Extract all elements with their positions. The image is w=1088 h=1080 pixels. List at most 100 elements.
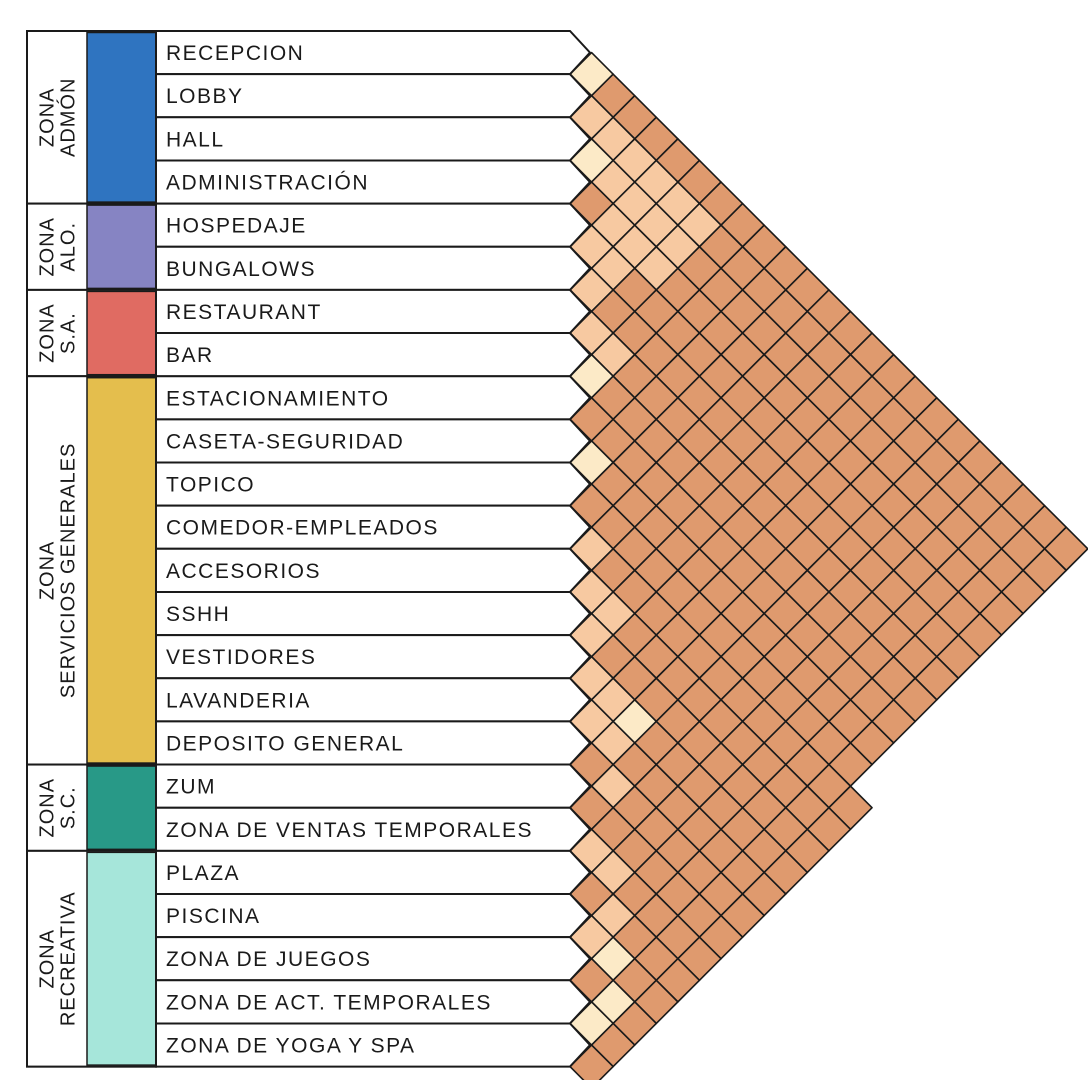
zone-color-bar bbox=[86, 765, 157, 851]
space-row-box bbox=[155, 202, 592, 248]
space-row: TOPICO bbox=[155, 461, 592, 507]
space-label: PISCINA bbox=[166, 905, 261, 928]
space-label: ESTACIONAMIENTO bbox=[166, 387, 390, 410]
space-row: RESTAURANT bbox=[155, 288, 592, 335]
space-label: RECEPCION bbox=[166, 42, 304, 65]
space-row: CASETA-SEGURIDAD bbox=[155, 418, 592, 464]
space-row-box bbox=[155, 547, 592, 593]
space-row: ESTACIONAMIENTO bbox=[155, 375, 592, 421]
zone-group: ZONASERVICIOS GENERALES bbox=[26, 375, 157, 766]
space-row: LAVANDERIA bbox=[155, 677, 592, 723]
space-label: BUNGALOWS bbox=[166, 258, 316, 281]
space-row-box bbox=[155, 159, 592, 205]
space-row-box bbox=[155, 73, 592, 119]
space-row-box bbox=[155, 375, 592, 421]
zone-color-bar bbox=[86, 204, 157, 290]
zone-label: ZONAS.C. bbox=[37, 778, 80, 838]
space-label: HOSPEDAJE bbox=[166, 215, 307, 238]
space-row: ADMINISTRACIÓN bbox=[155, 159, 592, 205]
zone-label-line: S.A. bbox=[58, 312, 80, 354]
zone-color-bar bbox=[86, 31, 157, 203]
space-row: HOSPEDAJE bbox=[155, 202, 592, 248]
space-row: ZONA DE JUEGOS bbox=[155, 936, 592, 982]
space-row: PISCINA bbox=[155, 893, 592, 939]
space-row-box bbox=[155, 936, 592, 982]
space-list: RECEPCION LOBBY HALL ADMINISTRACIÓN HOSPEDAJ… bbox=[155, 30, 592, 1068]
zone-label: ZONAADMÓN bbox=[37, 78, 80, 157]
space-label: VESTIDORES bbox=[166, 646, 316, 669]
zone-label-line: RECREATIVA bbox=[58, 891, 80, 1026]
space-label: TOPICO bbox=[166, 474, 255, 497]
zone-color-bar bbox=[86, 290, 157, 376]
zone-label-line: ZONA bbox=[37, 541, 59, 601]
space-row-box bbox=[155, 720, 592, 766]
space-label: LAVANDERIA bbox=[166, 689, 311, 712]
space-label: BAR bbox=[166, 344, 214, 367]
space-label: LOBBY bbox=[166, 85, 244, 108]
space-label: ZONA DE ACT. TEMPORALES bbox=[166, 991, 492, 1014]
space-row: DEPOSITO GENERAL bbox=[155, 720, 592, 766]
zone-label: ZONASERVICIOS GENERALES bbox=[37, 443, 80, 698]
zone-label-line: ZONA bbox=[37, 929, 59, 989]
zone-label-line: ZONA bbox=[37, 217, 59, 277]
space-label: CASETA-SEGURIDAD bbox=[166, 430, 404, 453]
zone-color-bar bbox=[86, 851, 157, 1066]
space-row: PLAZA bbox=[155, 849, 592, 895]
space-row-box bbox=[155, 116, 592, 162]
zone-group: ZONARECREATIVA bbox=[26, 849, 157, 1068]
space-label: ZUM bbox=[166, 776, 216, 799]
space-row: VESTIDORES bbox=[155, 634, 592, 680]
space-row-box bbox=[155, 590, 592, 637]
space-row: ZONA DE YOGA Y SPA bbox=[155, 1022, 592, 1068]
space-label: ZONA DE JUEGOS bbox=[166, 948, 371, 971]
space-row-box bbox=[155, 245, 592, 291]
zone-label-line: SERVICIOS GENERALES bbox=[58, 443, 80, 698]
space-row-box bbox=[155, 504, 592, 550]
space-label: HALL bbox=[166, 128, 225, 151]
space-row-box bbox=[155, 763, 592, 809]
space-row-box bbox=[155, 461, 592, 507]
space-row: LOBBY bbox=[155, 73, 592, 119]
zone-color-bar bbox=[86, 376, 157, 764]
zone-label-line: ADMÓN bbox=[57, 78, 80, 157]
space-label: SSHH bbox=[166, 603, 230, 626]
space-row-box bbox=[155, 634, 592, 680]
space-label: ZONA DE VENTAS TEMPORALES bbox=[166, 819, 533, 842]
space-label: PLAZA bbox=[166, 862, 240, 885]
space-row: ZONA DE VENTAS TEMPORALES bbox=[155, 806, 592, 852]
space-row-box bbox=[155, 979, 592, 1025]
space-label: COMEDOR-EMPLEADOS bbox=[166, 517, 439, 540]
space-row: ZUM bbox=[155, 763, 592, 809]
space-row: ACCESORIOS bbox=[155, 547, 592, 593]
space-label: ACCESORIOS bbox=[166, 560, 321, 583]
zone-group: ZONAS.A. bbox=[26, 288, 157, 378]
space-row: COMEDOR-EMPLEADOS bbox=[155, 504, 592, 550]
space-row-box bbox=[155, 332, 592, 378]
zone-label-line: ZONA bbox=[37, 303, 59, 363]
space-row-box bbox=[155, 893, 592, 939]
zone-label: ZONARECREATIVA bbox=[37, 891, 80, 1026]
space-row: ZONA DE ACT. TEMPORALES bbox=[155, 979, 592, 1025]
space-row-box bbox=[155, 30, 592, 76]
space-row-box bbox=[155, 1022, 592, 1068]
space-label: ADMINISTRACIÓN bbox=[166, 172, 369, 195]
space-row: SSHH bbox=[155, 590, 592, 637]
zone-group: ZONAADMÓN bbox=[26, 30, 157, 205]
space-row: BUNGALOWS bbox=[155, 245, 592, 291]
zone-label: ZONAALO. bbox=[37, 217, 80, 277]
space-row-box bbox=[155, 418, 592, 464]
space-row-box bbox=[155, 849, 592, 895]
space-row-box bbox=[155, 288, 592, 335]
zone-label-line: ZONA bbox=[37, 88, 59, 148]
space-row-box bbox=[155, 677, 592, 723]
zone-group: ZONAALO. bbox=[26, 202, 157, 291]
space-row: BAR bbox=[155, 332, 592, 378]
space-row-box bbox=[155, 806, 592, 852]
space-row: HALL bbox=[155, 116, 592, 162]
zone-group: ZONAS.C. bbox=[26, 763, 157, 852]
space-label: ZONA DE YOGA Y SPA bbox=[166, 1035, 416, 1058]
relationship-matrix bbox=[569, 51, 1088, 1080]
zone-label-line: ALO. bbox=[58, 222, 80, 272]
